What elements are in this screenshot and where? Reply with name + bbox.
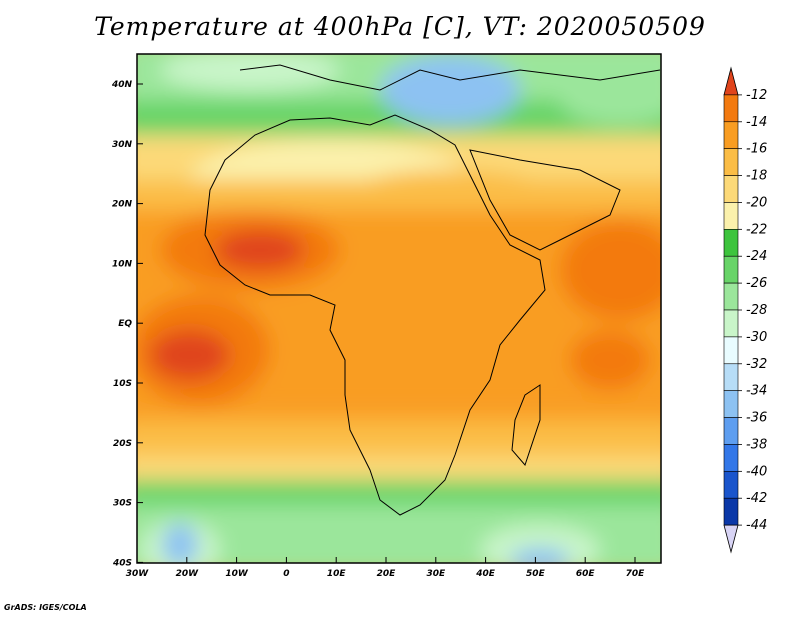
colorbar-label: -14 [746, 115, 767, 130]
map-title: Temperature at 400hPa [C], VT: 202005050… [94, 12, 706, 41]
colorbar-label: -42 [746, 491, 767, 506]
colorbar-label: -22 [746, 222, 767, 237]
lat-label: 20N [112, 200, 133, 210]
temperature-field [137, 54, 661, 563]
colorbar-label: -30 [746, 330, 767, 345]
colorbar-label: -12 [746, 88, 767, 103]
lat-label: 10S [113, 379, 132, 389]
longitude-axis: 30W 20W 10W 0 10E 20E 30E 40E 50E 60E 70E [126, 557, 645, 579]
lat-label: 40N [111, 80, 133, 90]
lon-label: 10E [327, 569, 347, 579]
lat-label: 40S [112, 558, 132, 568]
colorbar-arrow-top [723, 66, 739, 96]
colorbar-label: -32 [746, 357, 767, 372]
colorbar-arrow-bottom [723, 524, 739, 554]
lon-label: 60E [576, 569, 596, 579]
madagascar-coastline [511, 384, 541, 466]
colorbar-label: -20 [746, 195, 767, 210]
lat-label: 10N [112, 259, 133, 269]
colorbar-swatch [723, 336, 739, 365]
lon-label: 50E [526, 569, 546, 579]
colorbar-label: -28 [746, 303, 767, 318]
africa-coastline [204, 114, 546, 516]
lon-label: 30W [126, 569, 150, 579]
lon-label: 70E [626, 569, 646, 579]
credit-text: GrADS: IGES/COLA [4, 603, 87, 612]
lon-label: 20W [176, 569, 200, 579]
colorbar-label: -16 [746, 142, 767, 157]
latitude-axis: 40N 30N 20N 10N EQ 10S 20S 30S 40S [111, 80, 143, 568]
colorbar-swatch [723, 471, 739, 499]
colorbar-label: -36 [746, 411, 767, 426]
colorbar-swatch [723, 497, 739, 526]
colorbar-swatch [723, 94, 739, 123]
lon-label: 40E [475, 569, 496, 579]
colorbar-swatch [723, 309, 739, 338]
europe-coastline [239, 64, 661, 91]
colorbar-label: -24 [746, 249, 767, 264]
colorbar-swatch [723, 390, 739, 418]
colorbar: -12 -14 -16 -18 -20 -22 -24 -26 -28 -30 -32 -34 -36 -… [723, 66, 767, 554]
colorbar-label: -34 [746, 384, 767, 399]
lat-label: EQ [118, 319, 132, 329]
colorbar-swatch [723, 202, 739, 230]
colorbar-swatch [723, 255, 739, 284]
colorbar-swatch [723, 417, 739, 445]
colorbar-label: -26 [746, 276, 767, 291]
colorbar-label: -38 [746, 437, 767, 452]
colorbar-swatch [723, 282, 739, 311]
arabia-coastline [469, 149, 621, 251]
lon-label: 10W [225, 569, 249, 579]
colorbar-label: -18 [746, 169, 767, 184]
colorbar-swatch [723, 175, 739, 203]
lon-label: 20E [377, 569, 397, 579]
lat-label: 30N [112, 140, 133, 150]
lon-label: 30E [426, 569, 446, 579]
colorbar-swatch [723, 148, 739, 176]
colorbar-swatch [723, 363, 739, 391]
plot-frame [136, 53, 662, 564]
lat-label: 30S [113, 499, 132, 509]
lon-label: 0 [283, 569, 289, 579]
colorbar-label: -40 [746, 464, 767, 479]
colorbar-swatch [723, 229, 739, 257]
colorbar-swatch [723, 444, 739, 472]
colorbar-label: -44 [746, 518, 767, 533]
colorbar-swatch [723, 121, 739, 149]
lat-label: 20S [113, 439, 132, 449]
coastlines [204, 64, 661, 516]
